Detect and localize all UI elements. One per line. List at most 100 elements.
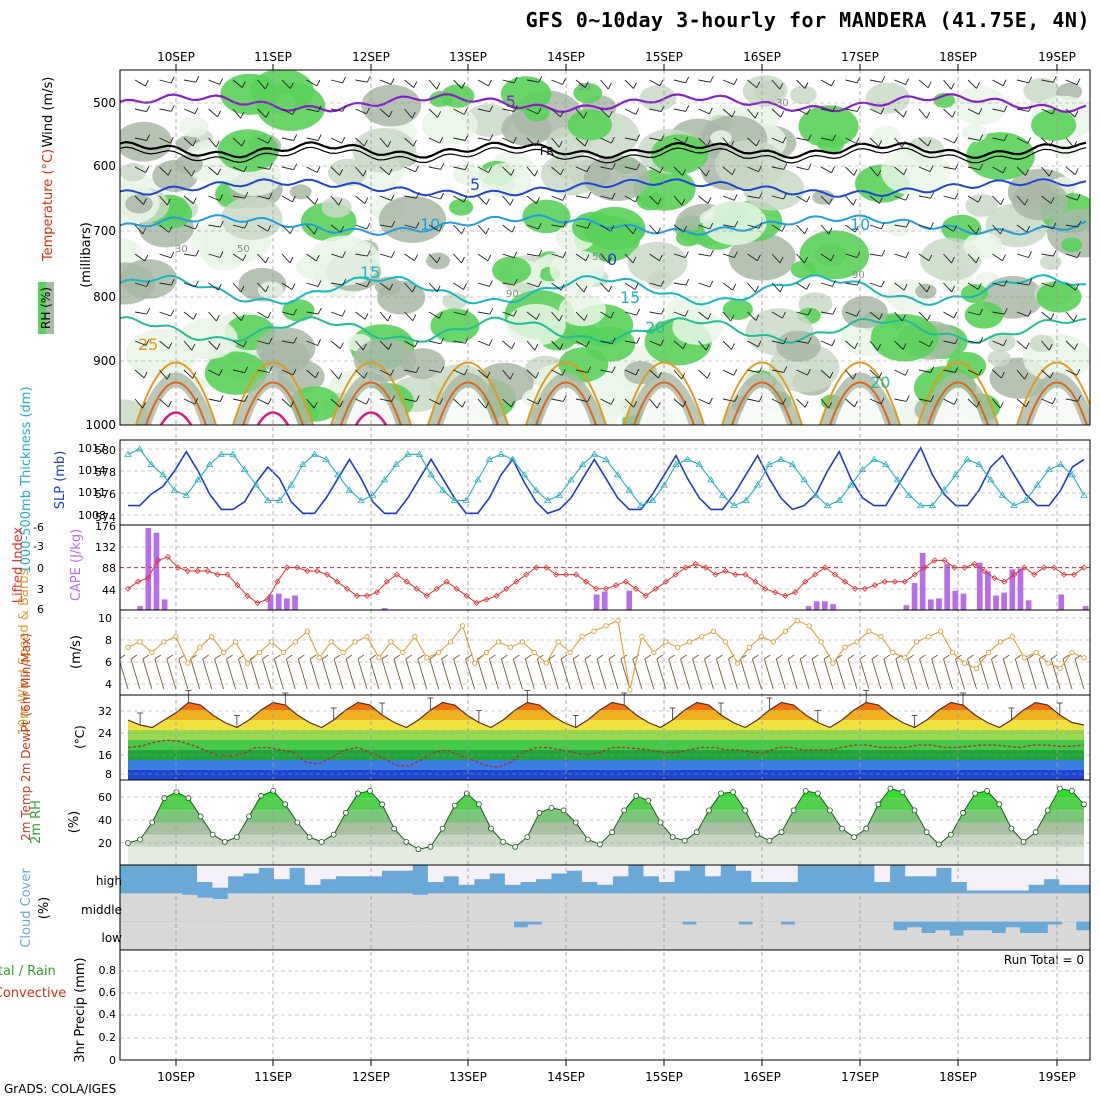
wind-barb [134,137,147,141]
wind-barb-flag [587,191,592,199]
rh-marker [935,841,942,848]
wind-barb-flag [903,168,908,175]
li-marker [334,578,341,585]
wind-barb-flag [194,397,199,405]
wind-barb [771,195,784,200]
wind-barb [551,311,560,322]
cape-bar [1025,600,1032,610]
cape-bar [993,595,999,610]
thickness-marker [602,455,610,462]
wind-barb [1002,658,1013,690]
precip-tick: 0.6 [99,986,117,999]
wind-barb [257,369,270,373]
thickness-marker [555,491,564,498]
rh-shade [872,125,902,146]
wind-barb-flag [1077,395,1082,402]
rh-shade [204,351,267,395]
wind-barb [1016,79,1029,84]
thickness-marker [369,491,377,498]
wind-barb-flag [143,371,148,379]
wind-barb-flag [878,197,883,204]
wind-barb-flag [488,339,493,346]
wind-barb [1091,254,1100,261]
wind-barb [453,108,465,115]
freezing-line [120,140,1087,160]
wind-barb [1041,369,1051,379]
cloud-cell [381,893,398,922]
cloud-cell [489,865,506,874]
wind-barb [1041,253,1054,257]
wind-barb-flag [512,136,517,144]
wind-barb [869,311,880,320]
thickness-marker [613,471,622,478]
wind-barb-flag [1000,198,1005,205]
cloud-cell [889,893,906,922]
cloud-cell [874,865,891,882]
thickness-marker [765,460,773,467]
wind-barb-flag [807,308,812,316]
cloud-cell [504,893,521,922]
wind-barb-flag [441,654,448,660]
wind-barb [722,108,733,118]
wind-barb [429,658,440,690]
cloud-cell [1013,865,1029,891]
wind-barb-flag [192,139,197,147]
wind-barb-flag [847,654,855,660]
wind-barb-flag [170,76,175,84]
wind-barb-flag [192,197,197,204]
cape-bar [830,604,836,610]
thickness-marker [345,486,354,493]
wind-barb [967,658,977,690]
cloud-cell [181,894,198,922]
wind-marker [185,660,191,666]
wind-barb-flag [832,307,837,315]
wind-barb [1016,195,1026,206]
cloud-cell [828,893,844,922]
wind-barb [428,311,440,319]
wind-barb [477,137,490,141]
wind-barb-flag [193,313,197,320]
wind-barb [845,166,855,176]
wind-barb [820,166,832,174]
wind-barb [159,253,172,259]
wind-barb [992,79,1004,87]
rh-shade [558,347,609,382]
cloud-cell [936,865,952,868]
cloud-cell [359,921,374,950]
rh-shade [886,219,911,237]
wind-barb-flag [806,195,811,203]
ylabel-cloud: Cloud Cover [19,868,34,948]
wind-barb [379,195,392,201]
wind-barb-flag [904,369,909,376]
wind-barb [1014,658,1025,690]
wind-barb [796,398,806,408]
wind-marker [1033,649,1039,656]
wind-barb-flag [831,339,836,346]
li-marker [1021,564,1028,571]
wind-barb-flag [608,111,613,118]
wind-barb-flag [391,220,396,228]
wind-barb-flag [807,163,812,171]
wind-barb [232,195,245,199]
thickness-marker [718,491,727,498]
wind-marker [161,639,167,645]
wind-barb-flag [636,337,641,344]
cloud-cell [520,893,536,922]
wind-barb-flag [1015,654,1022,660]
wind-marker [220,649,227,656]
cloud-cell [674,865,690,871]
cloud-cell [381,865,398,871]
wind-marker [412,633,418,640]
rh-marker [669,834,676,840]
rh-marker [427,843,434,850]
wind-barb-flag [317,339,322,346]
wind-marker [854,639,860,645]
wind-barb-flag [587,366,592,373]
thickness-marker [1021,496,1030,503]
wind-barb-flag [265,111,270,118]
dewpt-line [127,739,1085,769]
rh-shade [442,292,468,310]
li-marker [244,592,251,599]
wind-barb-flag [979,337,984,344]
wind-barb [330,79,343,84]
